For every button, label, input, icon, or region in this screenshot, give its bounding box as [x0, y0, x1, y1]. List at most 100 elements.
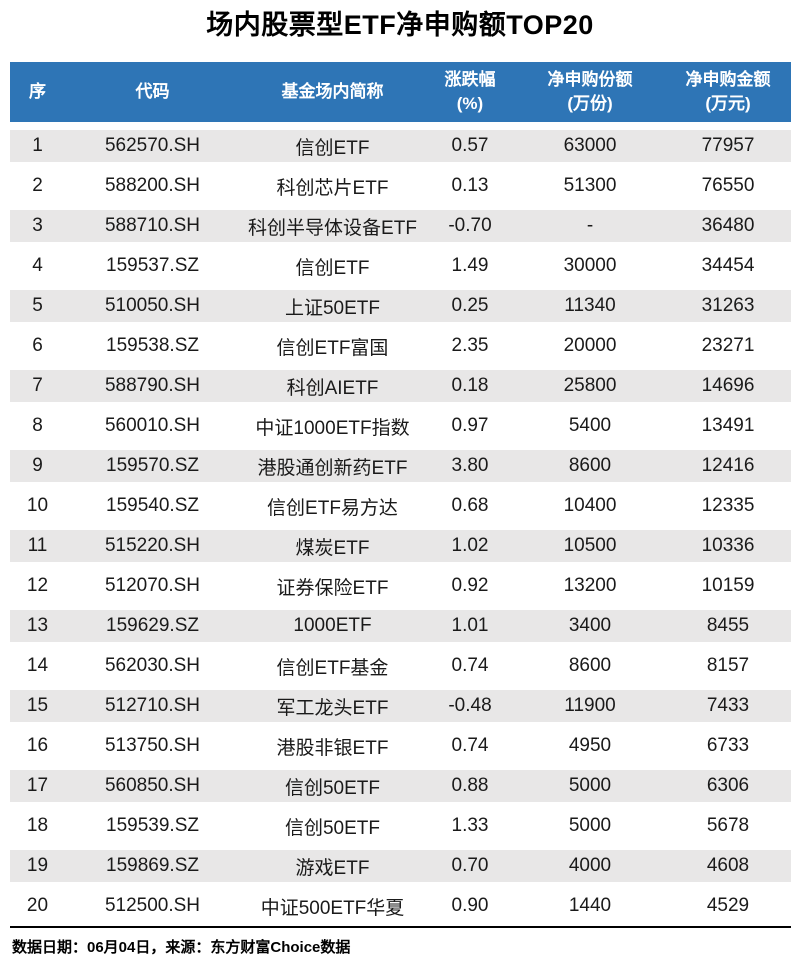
table-cell: 信创ETF	[295, 257, 370, 279]
table-row: 15 512710.SH 军工龙头ETF -0.48 11900 7433	[10, 686, 791, 726]
table-cell: 5	[32, 295, 43, 316]
table-cell: 515220.SH	[104, 535, 201, 556]
table-cell: 科创AIETF	[286, 377, 379, 399]
table-cell: 10336	[701, 535, 755, 556]
table-cell: 159537.SZ	[106, 255, 199, 276]
table-row: 13 159629.SZ 1000ETF 1.01 3400 8455	[10, 606, 791, 646]
table-cell: 77957	[701, 135, 755, 156]
data-source-note: 数据日期：06月04日，来源：东方财富Choice数据	[12, 939, 351, 956]
table-cell: -0.70	[448, 215, 492, 236]
table-cell: 1	[32, 135, 43, 156]
table-cell: 6733	[706, 735, 750, 756]
column-header-label: 涨跌幅	[444, 70, 496, 89]
table-cell: 512070.SH	[104, 575, 201, 596]
table-cell: 159869.SZ	[106, 855, 199, 876]
table-cell: 11	[27, 535, 48, 556]
table-cell: 12335	[701, 495, 755, 516]
table-cell: 5678	[706, 815, 750, 836]
table-row: 12 512070.SH 证券保险ETF 0.92 13200 10159	[10, 566, 791, 606]
table-cell: 中证1000ETF指数	[255, 417, 410, 439]
table-cell: 5400	[568, 415, 612, 436]
page-title: 场内股票型ETF净申购额TOP20	[206, 10, 594, 40]
table-cell: 0.57	[451, 135, 489, 156]
table-cell: 12416	[701, 455, 755, 476]
table-cell: 0.18	[451, 375, 489, 396]
table-cell: 560010.SH	[104, 415, 201, 436]
column-header-net-subscription-amount: 净申购金额 (万元)	[665, 62, 791, 122]
table-cell: 13	[26, 615, 49, 636]
table-cell: 560850.SH	[104, 775, 201, 796]
table-cell: 5000	[568, 775, 612, 796]
table-cell: 1.33	[451, 815, 489, 836]
table-cell: 34454	[701, 255, 755, 276]
table-cell: 17	[26, 775, 49, 796]
table-cell: 159539.SZ	[106, 815, 199, 836]
table-cell: 513750.SH	[104, 735, 201, 756]
table-cell: 63000	[563, 135, 617, 156]
footer-divider-line	[10, 926, 791, 928]
table-cell: 11340	[564, 295, 616, 316]
table-cell: 0.70	[451, 855, 489, 876]
table-cell: 76550	[701, 175, 755, 196]
table-cell: 上证50ETF	[284, 297, 381, 319]
column-header-label: 基金场内简称	[281, 82, 384, 101]
table-cell: 31263	[701, 295, 755, 316]
table-cell: 3400	[568, 615, 612, 636]
table-row: 1 562570.SH 信创ETF 0.57 63000 77957	[10, 126, 791, 166]
column-header-fund-name: 基金场内简称	[240, 62, 425, 122]
table-cell: 159540.SZ	[106, 495, 199, 516]
table-cell: 6306	[706, 775, 750, 796]
table-cell: 0.25	[451, 295, 489, 316]
table-header-row: 序 代码 基金场内简称 涨跌幅 (%) 净申购份额 (万份) 净申购金额 (万元…	[10, 62, 791, 122]
table-row: 3 588710.SH 科创半导体设备ETF -0.70 - 36480	[10, 206, 791, 246]
table-row: 8 560010.SH 中证1000ETF指数 0.97 5400 13491	[10, 406, 791, 446]
table-cell: 23271	[701, 335, 755, 356]
column-header-unit: (万元)	[705, 94, 751, 113]
table-cell: 0.68	[451, 495, 489, 516]
table-cell: 16	[26, 735, 49, 756]
table-cell: 0.90	[451, 895, 489, 916]
table-row: 4 159537.SZ 信创ETF 1.49 30000 34454	[10, 246, 791, 286]
table-cell: 6	[32, 335, 43, 356]
table-cell: -	[586, 215, 594, 236]
table-cell: 0.92	[451, 575, 489, 596]
table-row: 9 159570.SZ 港股通创新药ETF 3.80 8600 12416	[10, 446, 791, 486]
column-header-rank: 序	[10, 62, 65, 122]
table-cell: 信创ETF基金	[276, 657, 389, 679]
table-cell: 18	[26, 815, 49, 836]
table-cell: 10159	[701, 575, 755, 596]
table-cell: 14696	[701, 375, 755, 396]
column-header-change-pct: 涨跌幅 (%)	[425, 62, 515, 122]
table-cell: 8600	[568, 655, 612, 676]
table-cell: 2.35	[451, 335, 489, 356]
table-cell: 11900	[564, 695, 616, 716]
table-cell: 8157	[706, 655, 750, 676]
table-cell: 0.74	[451, 735, 489, 756]
table-cell: 25800	[563, 375, 617, 396]
table-cell: 军工龙头ETF	[276, 697, 389, 719]
column-header-label: 序	[29, 82, 46, 101]
table-cell: 588200.SH	[104, 175, 201, 196]
column-header-label: 净申购份额	[547, 70, 633, 89]
table-cell: 煤炭ETF	[295, 537, 370, 559]
table-cell: 159629.SZ	[106, 615, 199, 636]
table-row: 14 562030.SH 信创ETF基金 0.74 8600 8157	[10, 646, 791, 686]
table-row: 17 560850.SH 信创50ETF 0.88 5000 6306	[10, 766, 791, 806]
table-cell: 10	[26, 495, 49, 516]
column-header-unit: (万份)	[567, 94, 613, 113]
table-cell: 159570.SZ	[106, 455, 199, 476]
table-cell: 4529	[706, 895, 750, 916]
table-cell: 588710.SH	[104, 215, 201, 236]
table-cell: 3.80	[451, 455, 489, 476]
table-cell: 19	[26, 855, 49, 876]
table-cell: 512710.SH	[104, 695, 201, 716]
table-cell: 信创ETF易方达	[267, 497, 398, 519]
table-row: 16 513750.SH 港股非银ETF 0.74 4950 6733	[10, 726, 791, 766]
table-row: 18 159539.SZ 信创50ETF 1.33 5000 5678	[10, 806, 791, 846]
table-cell: 4950	[568, 735, 612, 756]
table-row: 6 159538.SZ 信创ETF富国 2.35 20000 23271	[10, 326, 791, 366]
table-row: 10 159540.SZ 信创ETF易方达 0.68 10400 12335	[10, 486, 791, 526]
table-cell: 14	[26, 655, 49, 676]
table-cell: 4608	[706, 855, 750, 876]
column-header-code: 代码	[65, 62, 240, 122]
